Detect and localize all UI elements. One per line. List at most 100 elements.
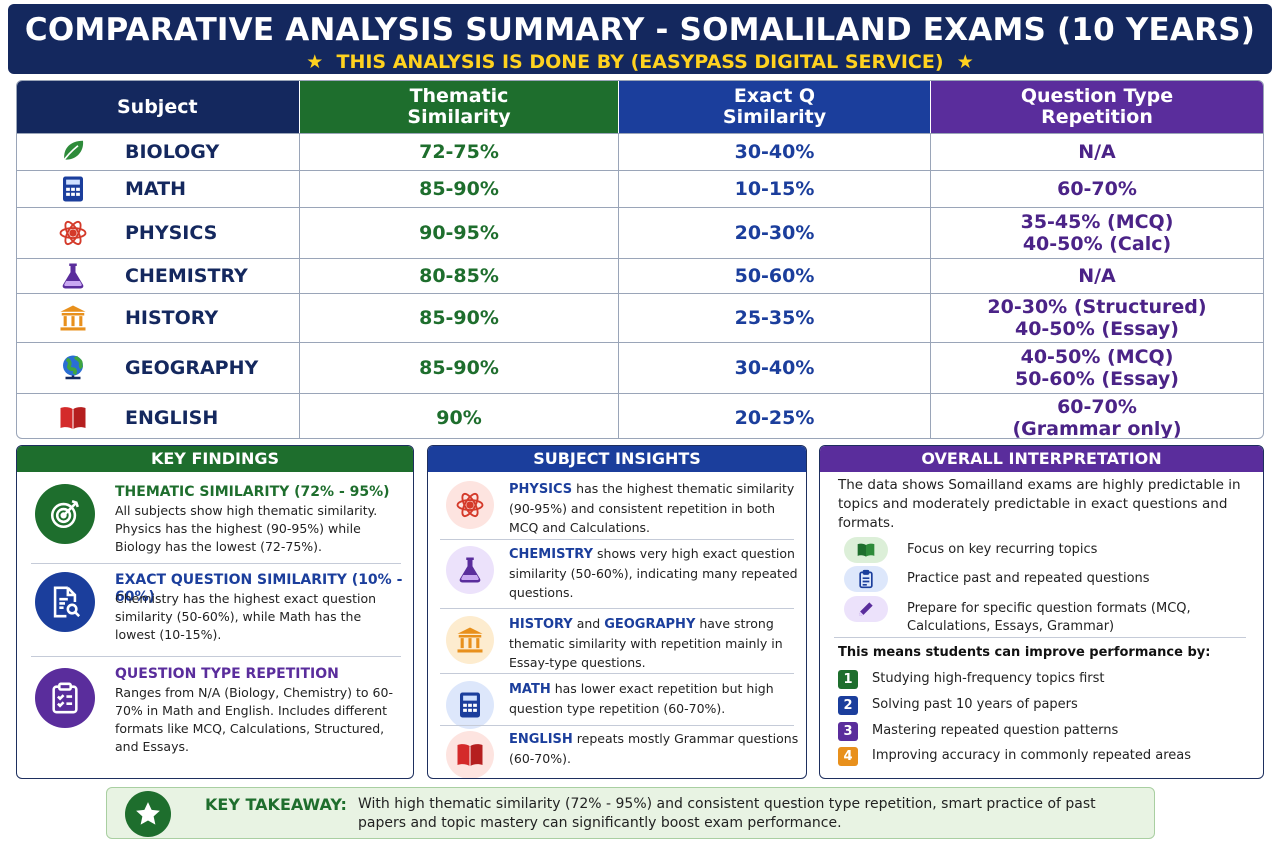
divider [440, 673, 794, 674]
subject-cell: HISTORY [17, 294, 300, 342]
qtype-cell: N/A [931, 134, 1263, 170]
table-row: HISTORY 85-90% 25-35% 20-30% (Structured) 40… [17, 293, 1263, 342]
subject-name: GEOGRAPHY [125, 357, 259, 379]
tip-item: Focus on key recurring topics [844, 537, 1254, 565]
tip-item: Practice past and repeated questions [844, 566, 1254, 594]
subject-insights-panel: SUBJECT INSIGHTS PHYSICS has the highest… [427, 445, 807, 779]
book-icon [57, 402, 89, 434]
leaf-icon [57, 136, 89, 168]
insight-subject: PHYSICS [509, 482, 573, 497]
star-icon: ★ [306, 51, 324, 73]
overall-intro: The data shows Somailland exams are high… [838, 477, 1241, 531]
qtype-cell: 35-45% (MCQ) 40-50% (Calc) [931, 208, 1263, 258]
flask-icon [57, 260, 89, 292]
thematic-cell: 85-90% [300, 343, 619, 393]
qtype-line: 50-60% (Essay) [1014, 368, 1179, 390]
subject-cell: PHYSICS [17, 208, 300, 258]
step-text: Solving past 10 years of papers [872, 697, 1078, 712]
star-icon [125, 791, 171, 837]
qtype-line: 40-50% (Calc) [1022, 233, 1172, 255]
header-qtype: Question Type Repetition [931, 81, 1263, 133]
means-text: This means students can improve performa… [838, 645, 1211, 660]
qtype-line: 60-70% [1057, 395, 1137, 418]
page-header: COMPARATIVE ANALYSIS SUMMARY - SOMALILAN… [8, 4, 1272, 74]
subject-name: BIOLOGY [125, 141, 220, 163]
thematic-cell: 85-90% [300, 294, 619, 342]
clipboard-icon [35, 668, 95, 728]
exact-cell: 30-40% [619, 134, 931, 170]
takeaway-label: KEY TAKEAWAY: [205, 795, 347, 814]
exact-cell: 10-15% [619, 171, 931, 207]
calculator-icon [57, 173, 89, 205]
finding-text: Ranges from N/A (Biology, Chemistry) to … [115, 685, 393, 754]
insight-text: CHEMISTRY shows very high exact question… [509, 546, 798, 600]
step-number-badge: 4 [838, 747, 858, 766]
header-thematic-line1: Thematic [409, 85, 509, 107]
table-row: BIOLOGY 72-75% 30-40% N/A [17, 133, 1263, 170]
step-text: Studying high-frequency topics first [872, 671, 1105, 686]
qtype-cell: 60-70% (Grammar only) [931, 394, 1263, 439]
key-findings-heading: KEY FINDINGS [17, 446, 413, 472]
qtype-line: 20-30% (Structured) [987, 296, 1207, 318]
subject-cell: CHEMISTRY [17, 259, 300, 293]
star-icon: ★ [956, 51, 974, 73]
thematic-cell: 90% [300, 394, 619, 438]
atom-icon [57, 217, 89, 249]
insight-text: HISTORY and GEOGRAPHY have strong themat… [509, 616, 783, 670]
exact-cell: 50-60% [619, 259, 931, 293]
qtype-line: 60-70% [1057, 178, 1137, 200]
table-row: ENGLISH 90% 20-25% 60-70% (Grammar only) [17, 393, 1263, 439]
qtype-cell: N/A [931, 259, 1263, 293]
key-findings-panel: KEY FINDINGS THEMATIC SIMILARITY (72% - … [16, 445, 414, 779]
table-row: MATH 85-90% 10-15% 60-70% [17, 170, 1263, 207]
table-row: CHEMISTRY 80-85% 50-60% N/A [17, 258, 1263, 293]
insight-subject: CHEMISTRY [509, 547, 594, 562]
subject-name: CHEMISTRY [125, 265, 248, 287]
header-exact-line2: Similarity [722, 106, 827, 128]
table-body: BIOLOGY 72-75% 30-40% N/A MATH 85-90% 10-15% 60… [17, 133, 1263, 439]
thematic-cell: 80-85% [300, 259, 619, 293]
divider [834, 637, 1246, 638]
tip-text: Focus on key recurring topics [907, 542, 1098, 557]
thematic-cell: 90-95% [300, 208, 619, 258]
qtype-line: 35-45% (MCQ) [1020, 211, 1174, 233]
finding-title: QUESTION TYPE REPETITION [115, 666, 339, 682]
header-exact-line1: Exact Q [733, 85, 816, 107]
page-title: COMPARATIVE ANALYSIS SUMMARY - SOMALILAN… [24, 12, 1256, 48]
tip-text: Prepare for specific question formats (M… [907, 601, 1191, 634]
qtype-line: 40-50% (Essay) [1014, 318, 1179, 340]
tip-text: Practice past and repeated questions [907, 571, 1150, 586]
flask-icon [446, 546, 494, 594]
qtype-line: N/A [1078, 265, 1116, 287]
header-qtype-line1: Question Type [1020, 85, 1174, 107]
finding-title: EXACT QUESTION SIMILARITY (10% - 60%) [115, 572, 403, 605]
header-thematic: Thematic Similarity [300, 81, 619, 133]
insight-text: PHYSICS has the highest thematic similar… [509, 481, 795, 535]
subject-name: HISTORY [125, 307, 219, 329]
takeaway-text: With high thematic similarity (72% - 95%… [358, 796, 1096, 831]
columns-icon [446, 616, 494, 664]
header-thematic-line2: Similarity [407, 106, 511, 128]
book-open-icon [844, 537, 888, 563]
divider [440, 608, 794, 609]
thematic-cell: 85-90% [300, 171, 619, 207]
target-icon [35, 484, 95, 544]
qtype-cell: 20-30% (Structured) 40-50% (Essay) [931, 294, 1263, 342]
insight-text: ENGLISH repeats mostly Grammar questions… [509, 731, 799, 766]
qtype-cell: 60-70% [931, 171, 1263, 207]
subject-name: MATH [125, 178, 186, 200]
step-text: Mastering repeated question patterns [872, 723, 1119, 738]
insight-subject: GEOGRAPHY [604, 617, 696, 632]
finding-title: THEMATIC SIMILARITY (72% - 95%) [115, 484, 390, 500]
divider [31, 656, 401, 657]
header-subject: Subject [17, 81, 300, 133]
exact-cell: 20-25% [619, 394, 931, 438]
page-subtitle: ★ THIS ANALYSIS IS DONE BY (EASYPASS DIG… [8, 50, 1272, 74]
table-row: GEOGRAPHY 85-90% 30-40% 40-50% (MCQ) 50-60% … [17, 342, 1263, 393]
pencil-icon [844, 596, 888, 622]
divider [440, 539, 794, 540]
step-text: Improving accuracy in commonly repeated … [872, 748, 1192, 763]
comparison-table: Subject Thematic Similarity Exact Q Simila… [16, 80, 1264, 439]
calculator-icon [446, 681, 494, 729]
subject-cell: GEOGRAPHY [17, 343, 300, 393]
